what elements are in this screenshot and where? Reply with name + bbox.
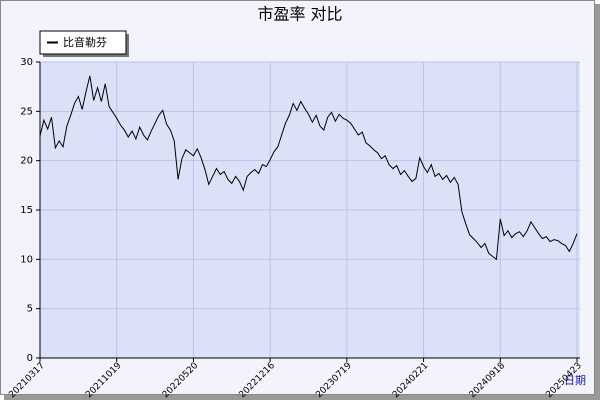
chart-title: 市盈率 对比 — [257, 5, 342, 24]
y-tick-label: 5 — [27, 304, 33, 315]
y-tick-label: 0 — [27, 353, 33, 364]
y-tick-label: 25 — [20, 106, 33, 117]
y-tick-label: 15 — [20, 205, 33, 216]
series-line — [39, 75, 578, 261]
frame-shadow — [595, 4, 600, 400]
y-tick-label: 20 — [20, 156, 33, 167]
legend: 比音勒芬 — [39, 30, 129, 57]
legend-box — [39, 30, 127, 55]
frame-shadow — [4, 395, 600, 400]
legend-label: 比音勒芬 — [63, 35, 107, 49]
x-axis-label: 日期 — [564, 374, 586, 387]
y-tick-label: 10 — [20, 254, 33, 265]
y-tick-label: 30 — [20, 57, 33, 68]
